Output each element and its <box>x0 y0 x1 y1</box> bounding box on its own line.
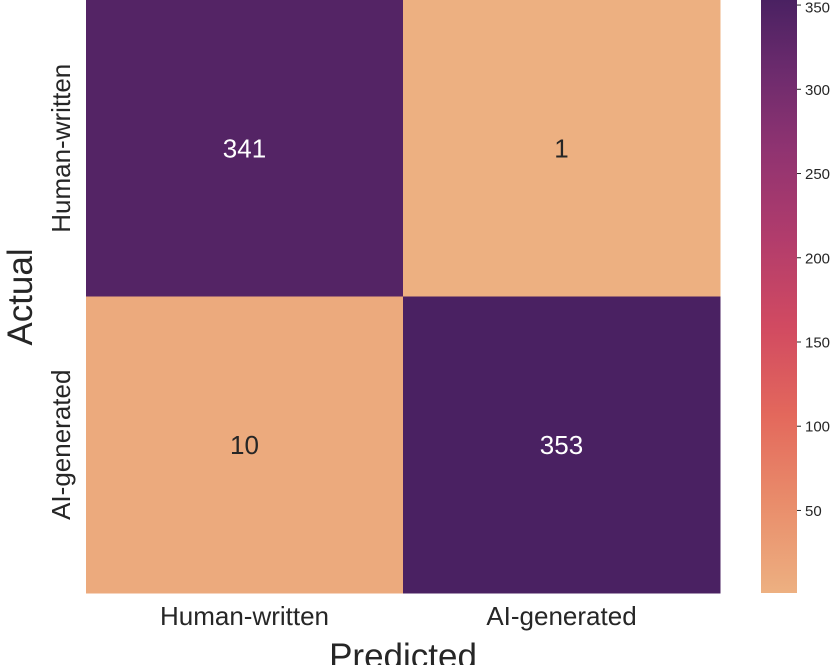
x-tick-label: AI-generated <box>486 601 636 631</box>
heatmap-cell-labels: 341 1 10 353 <box>223 133 583 460</box>
colorbar-tick-label: 100 <box>805 419 830 436</box>
heatmap-cell-value: 1 <box>554 133 568 163</box>
x-tick-labels: Human-written AI-generated <box>160 601 637 631</box>
colorbar: 50 100 150 200 250 300 350 <box>761 0 830 593</box>
heatmap-cell <box>86 296 404 594</box>
y-tick-label: Human-written <box>46 64 76 233</box>
heatmap-cell-value: 353 <box>540 430 583 460</box>
x-tick-label: Human-written <box>160 601 329 631</box>
y-tick-labels: Human-written AI-generated <box>46 64 76 520</box>
colorbar-tick-label: 350 <box>805 0 830 17</box>
colorbar-tick-label: 250 <box>805 166 830 183</box>
colorbar-ticks: 50 100 150 200 250 300 350 <box>797 0 830 520</box>
y-tick-label: AI-generated <box>46 370 76 520</box>
colorbar-tick-label: 300 <box>805 82 830 99</box>
heatmap-cell <box>403 296 721 594</box>
y-axis-label: Actual <box>1 248 40 345</box>
heatmap-cell <box>403 0 721 297</box>
colorbar-tick-label: 50 <box>805 503 822 520</box>
colorbar-gradient <box>761 0 797 593</box>
heatmap-cells <box>86 0 721 594</box>
heatmap-cell-value: 341 <box>223 133 266 163</box>
heatmap-cell-value: 10 <box>230 430 259 460</box>
x-axis-label: Predicted <box>329 637 477 665</box>
heatmap-cell <box>86 0 404 297</box>
colorbar-tick-label: 200 <box>805 250 830 267</box>
colorbar-tick-label: 150 <box>805 334 830 351</box>
